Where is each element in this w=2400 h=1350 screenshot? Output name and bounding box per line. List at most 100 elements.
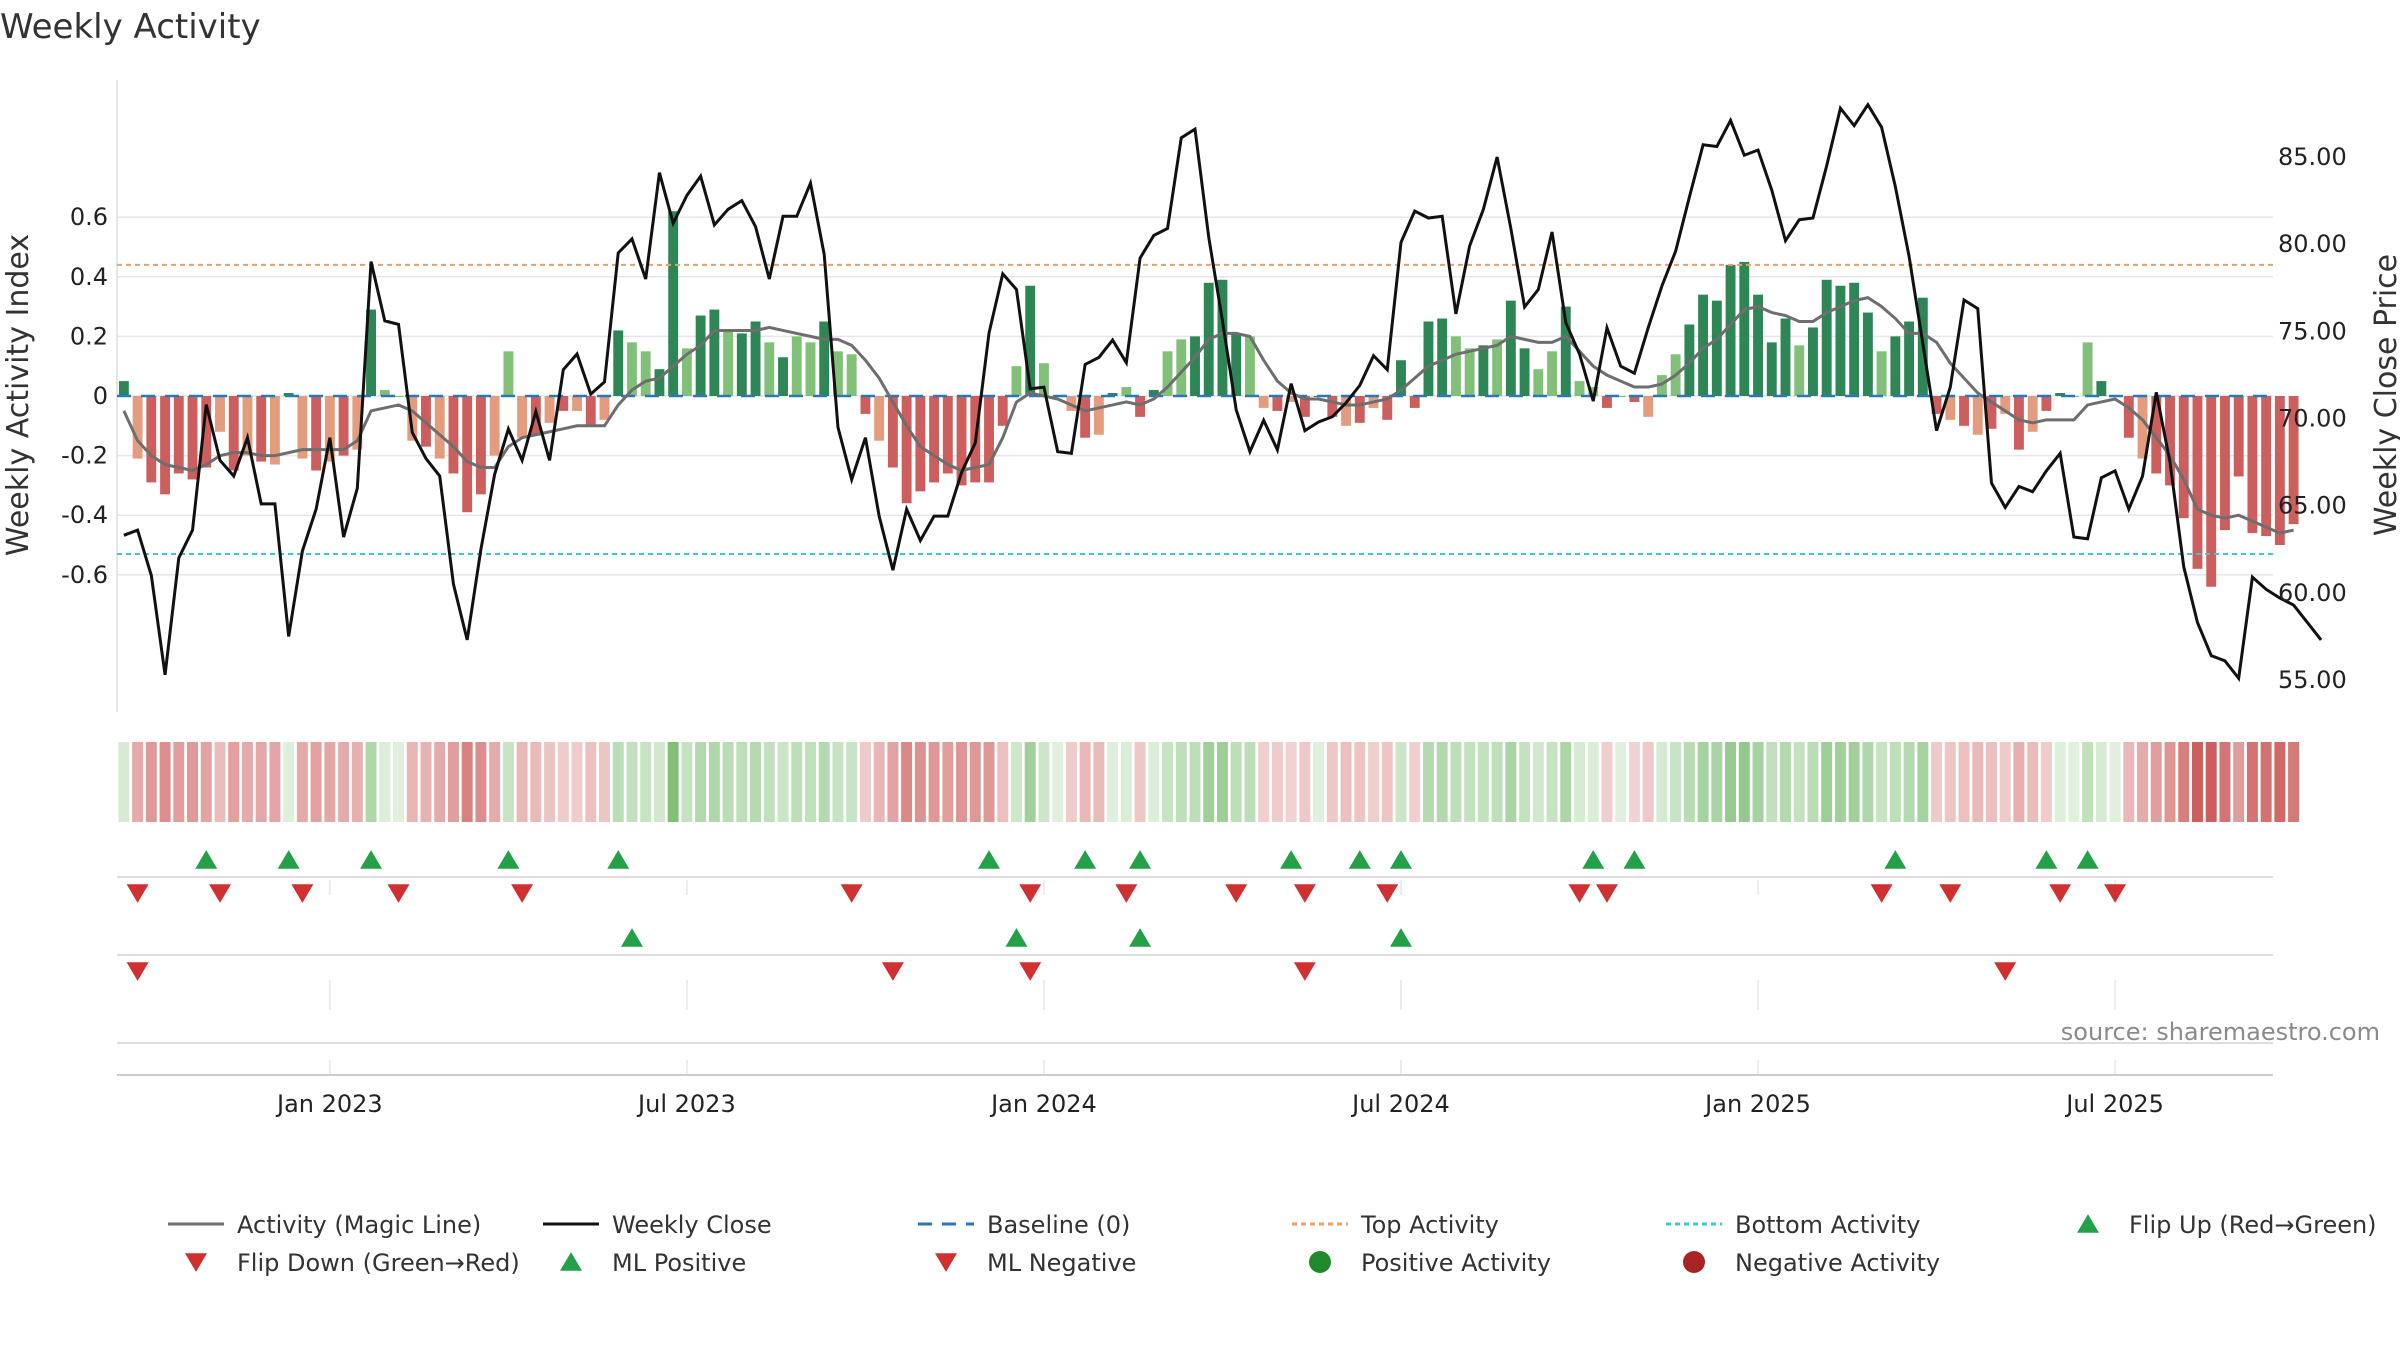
legend-item: Flip Up (Red→Green) <box>2077 1211 2377 1239</box>
activity-bar <box>599 396 610 420</box>
strip-cell <box>791 742 803 822</box>
activity-bar <box>846 354 857 396</box>
y-tick-left: 0 <box>93 382 108 410</box>
strip-cell <box>1189 742 1201 822</box>
strip-cell <box>1628 742 1640 822</box>
activity-bar <box>242 396 253 456</box>
flip-down-marker <box>1115 884 1138 903</box>
legend-item: Top Activity <box>1292 1211 1499 1239</box>
strip-cell <box>1134 742 1146 822</box>
legend-item: ML Negative <box>935 1249 1136 1277</box>
strip-cell <box>1711 742 1723 822</box>
ml-negative-marker <box>881 962 904 981</box>
y-axis-label-left: Weekly Activity Index <box>1 234 36 556</box>
weekly-close-line <box>123 101 2323 682</box>
strip-cell <box>777 742 789 822</box>
y-tick-left: -0.2 <box>61 442 108 470</box>
activity-bar <box>1890 336 1901 396</box>
strip-cell <box>983 742 995 822</box>
activity-bar <box>132 396 143 459</box>
ml-positive-marker <box>1389 928 1412 947</box>
legend-item: Bottom Activity <box>1666 1211 1920 1239</box>
flip-down-marker <box>291 884 314 903</box>
activity-bar <box>1876 351 1887 396</box>
activity-bar <box>2178 396 2189 519</box>
activity-bar <box>1025 285 1036 396</box>
flip-down-marker <box>1019 884 1042 903</box>
strip-cell <box>708 742 720 822</box>
strip-cell <box>1683 742 1695 822</box>
strip-cell <box>599 742 610 822</box>
strip-cell <box>269 742 281 822</box>
legend-label: Top Activity <box>1360 1211 1499 1239</box>
activity-bar <box>1107 393 1118 396</box>
strip-cell <box>1436 742 1448 822</box>
activity-bar <box>997 396 1008 426</box>
activity-bar <box>1299 396 1310 417</box>
strip-cell <box>1821 742 1833 822</box>
activity-bar <box>833 351 843 396</box>
strip-cell <box>928 742 940 822</box>
strip-cell <box>1038 742 1050 822</box>
activity-bar <box>736 333 747 396</box>
activity-bar <box>1162 351 1173 396</box>
strip-cell <box>159 742 171 822</box>
strip-cell <box>1725 742 1737 822</box>
strip-cell <box>1876 742 1888 822</box>
strip-cell <box>1024 742 1036 822</box>
strip-cell <box>736 742 748 822</box>
strip-cell <box>1958 742 1970 822</box>
strip-cell <box>1780 742 1791 822</box>
strip-cell <box>1917 742 1929 822</box>
activity-bar <box>352 396 363 450</box>
activity-bar <box>283 393 294 396</box>
strip-cell <box>1120 742 1132 822</box>
green-triangle-up-icon <box>2077 1214 2099 1233</box>
activity-bar <box>1505 300 1516 396</box>
strip-cell <box>338 742 350 822</box>
strip-cell <box>351 742 363 822</box>
activity-bar <box>558 396 569 411</box>
strip-cell <box>1340 742 1352 822</box>
activity-bar <box>393 396 404 397</box>
strip-cell <box>1258 742 1270 822</box>
activity-bar <box>379 390 390 396</box>
x-tick-label: Jan 2023 <box>275 1090 383 1118</box>
strip-cell <box>1148 742 1160 822</box>
strip-cell <box>228 742 240 822</box>
flip-up-marker <box>607 850 630 869</box>
activity-bar <box>2055 393 2066 396</box>
flip-up-marker <box>2035 850 2058 869</box>
y-tick-right: 55.00 <box>2278 666 2347 694</box>
strip-cell <box>2013 742 2025 822</box>
legend-item: Positive Activity <box>1309 1249 1551 1277</box>
flip-up-marker <box>1280 850 1303 869</box>
y-axis-label-right: Weekly Close Price <box>2369 254 2400 536</box>
flip-up-marker <box>195 850 218 869</box>
strip-cell <box>969 742 981 822</box>
legend-label: Negative Activity <box>1735 1249 1940 1277</box>
activity-bar <box>1766 342 1777 396</box>
activity-bar <box>627 342 637 396</box>
y-tick-left: 0.4 <box>70 263 108 291</box>
strip-cell <box>1079 742 1091 822</box>
activity-bar <box>2247 396 2258 534</box>
activity-bars <box>118 211 2299 587</box>
strip-cell <box>1985 742 1997 822</box>
magic-line <box>122 296 2294 535</box>
strip-cell <box>1477 742 1489 822</box>
activity-bar <box>2027 396 2038 432</box>
activity-bar <box>791 336 802 396</box>
strip-cell <box>1464 742 1476 822</box>
activity-bar <box>173 396 184 474</box>
strip-cell <box>255 742 267 822</box>
activity-bar <box>860 396 871 414</box>
flip-up-marker <box>497 850 520 869</box>
legend-label: Flip Up (Red→Green) <box>2129 1211 2377 1239</box>
strip-cell <box>2137 742 2149 822</box>
activity-bar <box>1286 396 1297 402</box>
activity-bar <box>887 396 898 468</box>
strip-cell <box>1326 742 1338 822</box>
activity-bar <box>1382 396 1393 420</box>
